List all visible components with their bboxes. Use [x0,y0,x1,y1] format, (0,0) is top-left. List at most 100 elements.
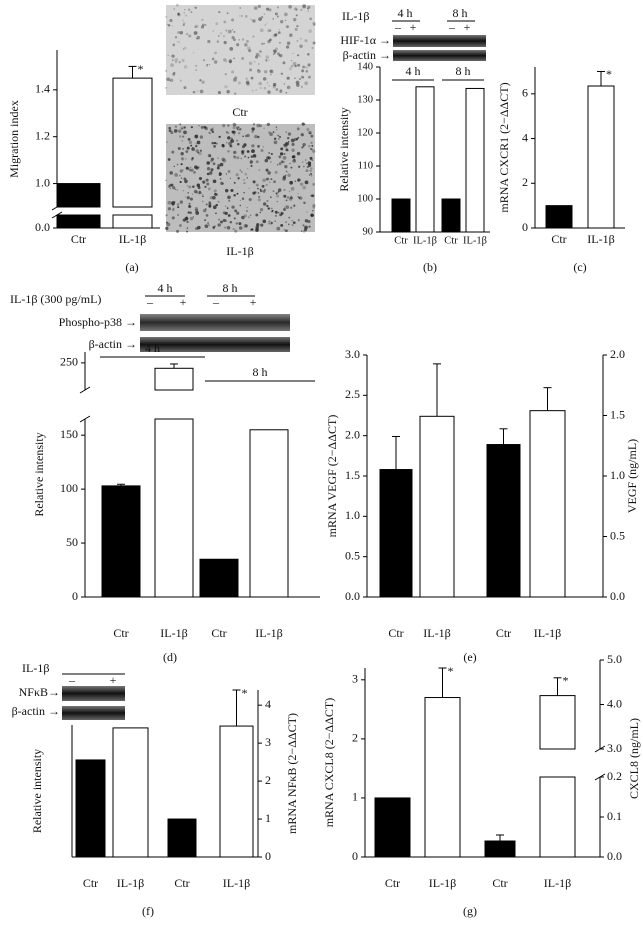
cell [268,223,270,225]
cell [236,126,239,130]
y-tick-label: 0.0 [345,589,360,603]
cell [277,31,281,35]
cell [167,158,171,161]
cell [267,39,271,44]
cell [301,69,305,73]
cell [310,172,313,175]
cell [255,228,259,232]
cell [300,8,303,12]
cell [181,147,185,150]
blot-time: 4 h [158,281,173,295]
cell [229,139,233,143]
cell [238,226,243,230]
blot-band-label: NFκB→ [19,685,60,699]
x-tick-label: IL-1β [223,876,250,890]
cell [186,227,189,229]
cell [288,67,293,71]
cell [309,17,312,21]
cell [289,34,292,36]
cell [303,228,308,232]
cell [229,46,234,51]
cell [253,191,257,194]
cell [240,170,243,173]
cell [296,83,300,87]
cell [284,206,286,208]
cell [239,129,241,131]
cell [174,173,178,177]
cell [188,204,192,209]
cell [297,179,300,182]
cell [195,143,197,145]
y-tick-label: 120 [357,127,373,138]
cell [273,137,277,141]
cell [170,63,174,67]
cell [181,127,183,130]
cell [285,24,289,29]
cell [258,54,262,58]
cell [283,188,286,191]
cell [165,221,168,224]
y-tick-label: 3 [265,735,271,749]
cell [166,77,170,82]
cell [219,178,222,180]
x-tick-label: Ctr [211,626,226,640]
cell [285,148,289,152]
cell [262,219,267,224]
y-axis-label: mRNA CXCR1 (2−ΔΔCT) [497,82,511,212]
cell [186,196,190,200]
cell [177,14,179,16]
cell [265,59,268,62]
blot-lane: + [110,673,117,687]
group-label: 4 h [406,64,421,78]
cell [233,156,237,159]
cell [288,5,292,9]
cell [212,205,217,210]
cell [272,84,277,89]
cell [287,141,290,143]
cell [171,54,175,58]
cell [188,205,191,208]
cell [244,134,248,138]
cell [196,90,199,92]
cell [260,223,264,227]
cell [182,23,185,27]
cell [245,80,250,85]
cell [279,41,281,44]
cell [273,83,276,85]
cell [266,156,270,160]
micrograph-label: IL-1β [226,244,253,258]
cell [228,59,233,63]
cell [181,139,184,142]
cell [269,69,273,73]
images [62,3,486,720]
cell [244,14,248,18]
cell [186,220,189,224]
cell [263,13,266,16]
x-tick-label: IL-1β [413,235,437,246]
cell [245,210,248,213]
cell [259,211,262,214]
cell [194,25,197,28]
cell [252,19,256,23]
cell [212,162,216,166]
cell [250,228,254,231]
cell [289,180,293,185]
cell [210,128,214,132]
cell [297,196,300,198]
cell [240,157,243,160]
cell [174,188,176,190]
cell [237,143,240,146]
cell [297,219,300,222]
cell [232,227,235,231]
cell [286,25,289,28]
cell [228,141,232,146]
cell [306,211,308,213]
cell [220,181,224,185]
x-tick-label: IL-1β [463,235,487,246]
significance: * [138,62,144,76]
cell [271,207,273,210]
cell [231,70,235,74]
cell [307,63,311,67]
y-tick-label: 2.0 [610,347,625,361]
cell [298,165,301,168]
